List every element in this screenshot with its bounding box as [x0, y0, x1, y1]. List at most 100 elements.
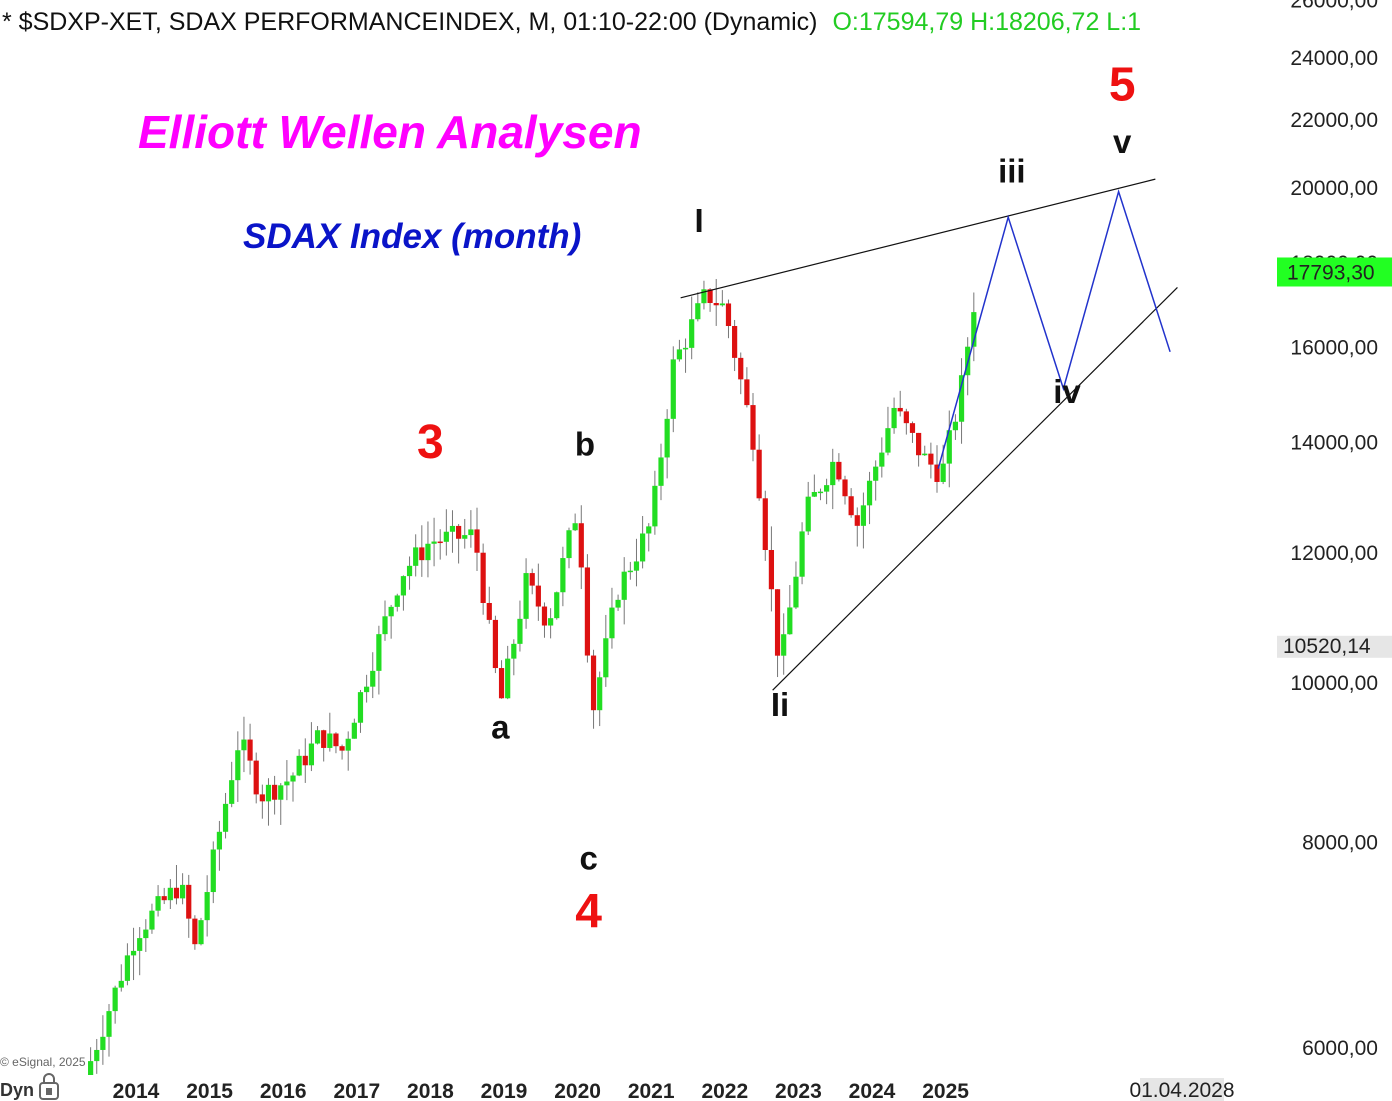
candle-body — [848, 496, 854, 516]
x-end-label: 01.04.2028 — [1129, 1079, 1234, 1101]
candle-body — [106, 1011, 112, 1037]
candle-body — [548, 618, 554, 626]
title-text: Elliott Wellen Analysen — [138, 106, 642, 158]
candle-body — [897, 407, 903, 412]
candle-body — [449, 525, 456, 532]
y-tick-label: 16000,00 — [1290, 336, 1378, 359]
x-tick-label: 2017 — [333, 1080, 380, 1101]
candle-body — [419, 547, 425, 561]
candle-body — [732, 326, 738, 358]
candle-body — [695, 303, 701, 320]
candle-body — [100, 1036, 106, 1050]
y-tick-label: 12000,00 — [1290, 542, 1378, 565]
candle-body — [535, 585, 541, 607]
y-tick-label: 8000,00 — [1302, 831, 1378, 854]
candle-body — [584, 567, 591, 656]
projection-path — [937, 188, 1171, 469]
symbol-info: * $SDXP-XET, SDAX PERFORMANCEINDEX, M, 0… — [2, 8, 818, 36]
candle-body — [676, 349, 683, 360]
candle-body — [879, 452, 885, 467]
candle-body — [204, 892, 210, 921]
candle-body — [952, 421, 959, 431]
candle-body — [633, 561, 640, 571]
candle-body — [486, 602, 492, 620]
candle-body — [652, 485, 658, 527]
x-tick-label: 2015 — [186, 1080, 233, 1101]
candle-body — [210, 849, 216, 893]
candle-body — [296, 755, 302, 776]
candle-body — [290, 775, 296, 782]
candle-body — [406, 565, 413, 577]
candle-body — [437, 541, 443, 544]
price-axis[interactable] — [1275, 0, 1392, 1075]
candle-body — [480, 552, 486, 603]
candle-body — [774, 589, 781, 656]
y-tick-label: 26000,00 — [1290, 0, 1378, 13]
candle-body — [922, 453, 928, 456]
candle-body — [682, 347, 689, 350]
candle-body — [462, 535, 468, 539]
candle-body — [590, 655, 597, 711]
candle-body — [756, 449, 762, 499]
trendline — [680, 178, 1156, 299]
candle-body — [112, 987, 118, 1012]
candle-body — [971, 312, 977, 347]
candle-body — [253, 760, 259, 795]
candle-body — [744, 379, 750, 406]
candle-body — [787, 607, 793, 635]
candle-body — [143, 929, 149, 939]
candle-body — [946, 430, 952, 464]
candle-body — [425, 543, 431, 561]
candle-body — [173, 887, 180, 899]
candle-body — [805, 496, 811, 532]
wave-label: iii — [998, 153, 1026, 190]
candle-body — [934, 464, 940, 482]
candle-body — [161, 896, 167, 901]
y-axis-ticks: 6000,00 8000,00 10000,00 12000,00 14000,00 16… — [1277, 0, 1392, 1060]
x-end-tag — [1140, 1078, 1224, 1101]
x-tick-label: 2014 — [113, 1080, 160, 1101]
candle-body — [517, 618, 523, 644]
candle-body — [431, 541, 437, 544]
candle-body — [909, 423, 916, 433]
candles-layer — [88, 278, 977, 1082]
y-tick-label: 22000,00 — [1290, 109, 1378, 132]
candle-body — [351, 722, 357, 739]
candle-body — [198, 920, 204, 945]
wave-label: a — [491, 709, 510, 746]
wave-labels-layer: 3 a b c 4 I Ii iii iv 5 v — [417, 59, 1136, 939]
candle-body — [222, 803, 229, 832]
candle-body — [793, 576, 799, 608]
x-tick-label: 2023 — [775, 1080, 822, 1101]
candle-body — [762, 498, 768, 550]
candle-body — [492, 619, 499, 669]
candle-body — [400, 576, 407, 596]
candle-body — [314, 730, 321, 744]
x-tick-label: 2019 — [481, 1080, 528, 1101]
candle-body — [836, 461, 842, 480]
marker-price-label: 10520,14 — [1283, 635, 1371, 658]
candle-body — [155, 896, 161, 911]
candle-body — [364, 686, 370, 693]
dyn-label[interactable]: Dyn — [0, 1080, 34, 1100]
candle-body — [866, 480, 873, 506]
candle-body — [873, 466, 879, 481]
candle-body — [689, 319, 695, 348]
lock-icon[interactable] — [39, 1073, 59, 1100]
candle-body — [750, 405, 756, 450]
candle-body — [738, 357, 744, 380]
y-tick-label: 14000,00 — [1290, 432, 1378, 455]
candle-body — [701, 289, 707, 304]
candle-body — [130, 950, 137, 956]
candle-body — [229, 780, 235, 804]
x-tick-label: 2025 — [922, 1080, 969, 1101]
candle-body — [94, 1049, 100, 1062]
candle-body — [382, 616, 388, 635]
candle-body — [339, 746, 345, 751]
candle-body — [284, 781, 290, 786]
candle-body — [388, 606, 394, 617]
ohlc-readout: O:17594,79 H:18206,72 L:1 — [832, 8, 1141, 36]
candle-body — [928, 453, 934, 465]
candle-body — [370, 670, 376, 687]
candle-body — [321, 730, 327, 748]
